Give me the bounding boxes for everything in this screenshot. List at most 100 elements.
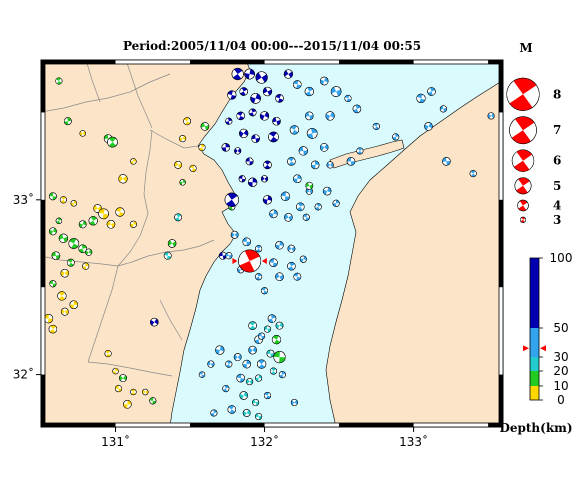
latest-left-arrow bbox=[232, 257, 238, 264]
earthquake-marker bbox=[290, 398, 298, 407]
earthquake-marker bbox=[239, 87, 248, 96]
depth-scale-segment bbox=[530, 328, 539, 357]
earthquake-marker bbox=[269, 367, 278, 375]
depth-marker-left bbox=[523, 345, 529, 352]
earthquake-marker bbox=[58, 233, 69, 243]
earthquake-marker bbox=[224, 192, 239, 207]
earthquake-marker bbox=[66, 258, 75, 267]
depth-scale-label: Depth(km) bbox=[499, 421, 572, 435]
earthquake-marker bbox=[60, 268, 70, 278]
earthquake-marker bbox=[245, 157, 254, 166]
earthquake-marker bbox=[427, 87, 436, 96]
map-title: Period:2005/11/04 00:00---2015/11/04 00:… bbox=[123, 39, 421, 53]
depth-tick-label: 50 bbox=[553, 321, 568, 335]
earthquake-marker bbox=[487, 112, 495, 120]
lon-tick-label: 132˚ bbox=[250, 434, 279, 449]
earthquake-marker bbox=[252, 398, 260, 407]
depth-tick-label: 30 bbox=[553, 350, 568, 364]
depth-scale-segment bbox=[530, 371, 539, 386]
magnitude-legend-label: 3 bbox=[553, 213, 561, 227]
earthquake-marker bbox=[239, 391, 248, 400]
earthquake-marker bbox=[424, 122, 433, 131]
depth-tick-label: 20 bbox=[553, 364, 568, 378]
earthquake-marker bbox=[439, 105, 447, 113]
earthquake-marker bbox=[239, 128, 249, 139]
earthquake-marker bbox=[236, 111, 245, 121]
earthquake-marker bbox=[200, 122, 210, 131]
earthquake-marker bbox=[278, 371, 286, 379]
earthquake-marker bbox=[179, 179, 186, 186]
earthquake-marker bbox=[346, 157, 356, 166]
magnitude-legend-ball bbox=[514, 177, 532, 195]
earthquake-marker bbox=[242, 409, 251, 417]
earthquake-marker bbox=[263, 391, 272, 400]
earthquake-marker bbox=[218, 251, 227, 260]
earthquake-marker bbox=[266, 349, 275, 358]
earthquake-marker bbox=[262, 86, 273, 97]
earthquake-marker bbox=[392, 133, 400, 141]
earthquake-marker bbox=[275, 240, 284, 250]
earthquake-marker bbox=[269, 209, 278, 219]
earthquake-marker bbox=[59, 196, 67, 204]
depth-tick-label: 100 bbox=[550, 251, 573, 265]
earthquake-marker bbox=[319, 76, 329, 86]
lon-tick-label: 133˚ bbox=[399, 434, 428, 449]
earthquake-marker bbox=[255, 412, 263, 421]
earthquake-marker bbox=[49, 280, 57, 288]
map-frame bbox=[40, 59, 504, 428]
earthquake-marker bbox=[330, 86, 342, 97]
earthquake-marker bbox=[248, 321, 257, 330]
latest-earthquake-marker bbox=[238, 249, 262, 273]
earthquake-marker bbox=[233, 353, 242, 361]
earthquake-marker bbox=[49, 192, 57, 201]
earthquake-marker bbox=[250, 93, 261, 104]
magnitude-legend-label: 5 bbox=[553, 179, 561, 193]
earthquake-marker bbox=[167, 239, 177, 248]
earthquake-marker bbox=[48, 324, 58, 334]
earthquake-marker bbox=[332, 199, 340, 207]
earthquake-marker bbox=[326, 161, 334, 169]
earthquake-marker bbox=[198, 143, 206, 151]
earthquake-marker bbox=[230, 230, 239, 239]
earthquake-marker bbox=[275, 321, 284, 330]
earthquake-marker bbox=[210, 409, 218, 417]
earthquake-marker bbox=[255, 273, 263, 281]
earthquake-marker bbox=[255, 245, 263, 253]
magnitude-legend-label: 7 bbox=[553, 123, 561, 137]
earthquake-marker bbox=[130, 388, 137, 396]
earthquake-marker bbox=[322, 186, 332, 196]
earthquake-marker bbox=[107, 136, 118, 148]
earthquake-marker bbox=[293, 174, 302, 184]
prefecture-boundaries bbox=[41, 60, 215, 377]
earthquake-marker bbox=[248, 345, 257, 355]
earthquake-marker bbox=[118, 174, 128, 184]
earthquake-marker bbox=[296, 202, 305, 212]
earthquake-marker bbox=[244, 68, 255, 80]
magnitude-legend-label: 8 bbox=[553, 87, 561, 101]
earthquake-marker bbox=[225, 117, 233, 125]
earthquake-marker bbox=[259, 111, 270, 121]
latest-earthquake bbox=[232, 249, 267, 273]
earthquake-marker bbox=[284, 213, 293, 222]
earthquake-marker bbox=[306, 128, 318, 139]
earthquake-marker bbox=[189, 164, 197, 172]
earthquake-marker bbox=[150, 317, 159, 327]
earthquake-marker bbox=[352, 104, 362, 114]
earthquake-marker bbox=[115, 207, 125, 217]
axis-ticks: 131˚ 132˚ 133˚ 33˚ 32˚ bbox=[13, 192, 428, 449]
earthquake-events bbox=[43, 67, 495, 421]
earthquake-marker bbox=[55, 217, 63, 224]
depth-scale-segment bbox=[530, 357, 539, 371]
latest-right-arrow bbox=[261, 257, 267, 264]
earthquake-marker bbox=[255, 374, 263, 382]
earthquake-marker bbox=[174, 161, 182, 169]
magnitude-legend-ball bbox=[519, 216, 527, 223]
earthquake-marker bbox=[251, 134, 260, 143]
magnitude-legend-ball bbox=[511, 149, 535, 172]
earthquake-marker bbox=[293, 80, 302, 89]
earthquake-marker bbox=[260, 175, 269, 183]
earthquake-marker bbox=[469, 170, 477, 178]
earthquake-marker bbox=[114, 385, 123, 393]
earthquake-marker bbox=[356, 147, 364, 155]
